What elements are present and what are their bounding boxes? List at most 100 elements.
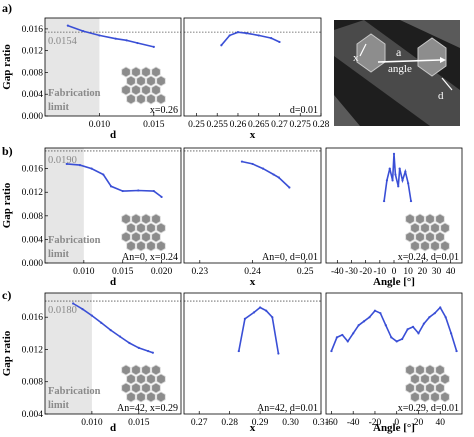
reference-value: 0.0154 — [48, 36, 78, 47]
fabrication-label: limit — [48, 102, 69, 113]
chart-panel: Fabrication limit 0.0154 0.010 0.015 d 0.000 0.… — [1, 17, 182, 141]
unit-cell-image — [405, 213, 450, 252]
chart-panel: Fabrication limit 0.0180 0.010 0.015 d 0.004 0.… — [1, 292, 182, 434]
unit-cell-hex — [131, 66, 141, 78]
x-tick-label: 0.255 — [207, 120, 229, 130]
unit-cell-hex — [126, 240, 136, 252]
data-point — [251, 162, 254, 166]
unit-cell-hex — [126, 222, 136, 234]
data-point — [81, 308, 84, 311]
unit-cell-hex — [141, 84, 151, 96]
chart-panel: 0.27 0.28 0.29 0.30 0.31 xAn=42, d=0.01 — [183, 292, 450, 434]
unit-cell-hex — [420, 373, 430, 385]
unit-cell-hex — [440, 373, 450, 385]
data-point — [136, 41, 139, 45]
x-axis-label: x — [250, 129, 256, 141]
data-point — [147, 349, 150, 353]
unit-cell-hex — [121, 364, 131, 376]
chart-panel: -60 -40 -20 0 20 40 Angle [°] x=0.29, d=0.01 — [325, 292, 463, 434]
data-point — [409, 199, 413, 203]
structure-inset: a x angle d — [334, 20, 460, 126]
x-tick-label: 0.020 — [151, 267, 173, 277]
axes-frame — [44, 17, 182, 117]
unit-cell-hex — [156, 391, 166, 403]
y-tick-label: 0.008 — [22, 212, 44, 222]
unit-cell-hex — [131, 364, 141, 376]
x-axis-label: Angle [°] — [373, 276, 415, 288]
data-point — [352, 332, 355, 335]
x-tick-label: 0.015 — [112, 267, 134, 277]
unit-cell-hex — [136, 75, 146, 87]
unit-cell-hex — [405, 213, 415, 225]
data-point — [90, 167, 93, 170]
chart-panel: -40 -30 -20 -10 0 10 20 30 40 Angle [°] x=0.24, d=… — [325, 147, 463, 288]
x-tick-label: 0.265 — [248, 120, 270, 130]
data-point — [270, 37, 273, 40]
x-tick-label: 0.30 — [282, 418, 299, 428]
unit-cell-hex — [136, 391, 146, 403]
x-tick-label: 0.015 — [143, 120, 165, 130]
unit-cell-hex — [430, 391, 440, 403]
data-point — [390, 336, 393, 339]
unit-cell-hex — [126, 391, 136, 403]
unit-cell-hex — [420, 391, 430, 403]
x-axis-label: d — [110, 129, 116, 141]
x-tick-label: 0.25 — [297, 267, 314, 277]
data-point — [152, 189, 155, 193]
data-point — [391, 179, 394, 182]
unit-cell-hex — [415, 231, 425, 243]
panel-annotation: An=0, d=0.01 — [262, 252, 318, 263]
data-point — [346, 340, 349, 343]
y-tick-label: 0.008 — [22, 378, 44, 388]
data-point — [401, 179, 404, 182]
unit-cell-hex — [151, 84, 161, 96]
x-tick-label: 20 — [414, 418, 424, 428]
data-point — [257, 34, 260, 37]
unit-cell-hex — [410, 222, 420, 234]
unit-cell-hex — [131, 382, 141, 394]
x-tick-label: 10 — [403, 267, 413, 277]
unit-cell-hex — [146, 373, 156, 385]
data-point — [90, 314, 93, 317]
unit-cell-hex — [151, 364, 161, 376]
x-tick-label: 0 — [392, 267, 397, 277]
unit-cell-hex — [156, 373, 166, 385]
data-point — [272, 173, 275, 176]
data-point — [240, 160, 244, 163]
data-point — [362, 320, 366, 323]
pillar-right — [417, 37, 447, 77]
data-point — [373, 309, 377, 312]
row-label-a: a) — [2, 1, 12, 15]
x-tick-label: -10 — [373, 267, 386, 277]
unit-cell-hex — [126, 93, 136, 105]
unit-cell-hex — [435, 231, 445, 243]
unit-cell-hex — [131, 231, 141, 243]
fabrication-label: Fabrication — [48, 88, 101, 99]
row-label-b: b) — [2, 144, 13, 158]
x-tick-label: 0.010 — [81, 418, 103, 428]
data-point — [277, 352, 280, 355]
x-axis-label: d — [110, 422, 116, 434]
data-point — [278, 40, 281, 44]
data-point — [160, 195, 163, 199]
data-point — [439, 306, 442, 309]
data-point — [397, 185, 400, 188]
unit-cell-hex — [151, 66, 161, 78]
data-series-line — [330, 306, 458, 352]
unit-cell-hex — [151, 231, 161, 243]
x-tick-label: 0 — [394, 418, 399, 428]
y-tick-label: 0.016 — [22, 165, 44, 175]
inset-label-angle: angle — [388, 63, 412, 75]
data-point — [428, 316, 431, 319]
data-point — [450, 332, 453, 335]
unit-cell-hex — [121, 213, 131, 225]
y-tick-label: 0.004 — [22, 90, 44, 100]
inset-label-x: x — [353, 52, 359, 64]
data-point — [422, 322, 426, 325]
unit-cell-hex — [410, 373, 420, 385]
fabrication-limit-region — [45, 293, 92, 414]
unit-cell-hex — [430, 222, 440, 234]
data-point — [245, 32, 248, 35]
unit-cell-hex — [151, 382, 161, 394]
